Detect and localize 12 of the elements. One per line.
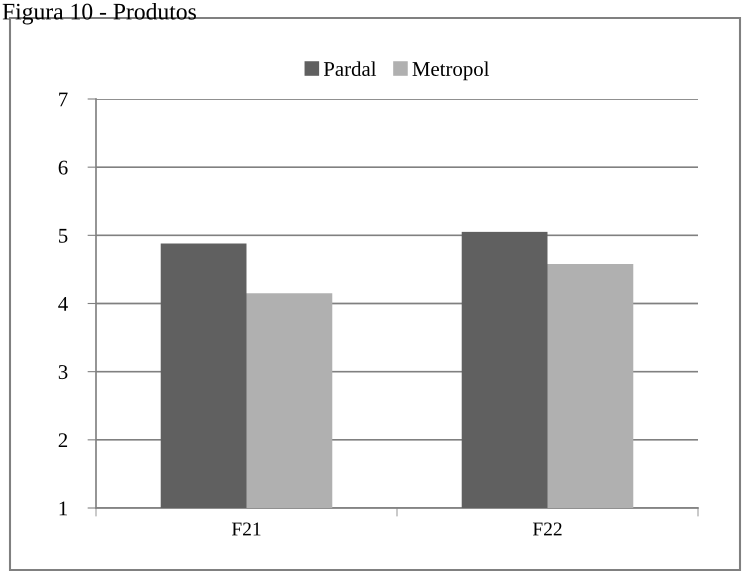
y-tick-label: 5 (59, 228, 68, 243)
legend-label: Pardal (324, 61, 376, 76)
legend-label: Metropol (412, 61, 490, 80)
y-tick-label: 1 (60, 501, 67, 516)
chart-title: Figura 10 - Produtos (2, 3, 196, 24)
x-tick-label: F21 (232, 522, 260, 536)
x-tick-label: F22 (532, 522, 562, 536)
y-tick-label: 3 (58, 365, 68, 380)
y-tick-label: 4 (58, 297, 68, 311)
y-tick-label: 7 (59, 92, 68, 106)
y-tick-label: 6 (58, 160, 68, 175)
y-tick-label: 2 (58, 433, 68, 448)
